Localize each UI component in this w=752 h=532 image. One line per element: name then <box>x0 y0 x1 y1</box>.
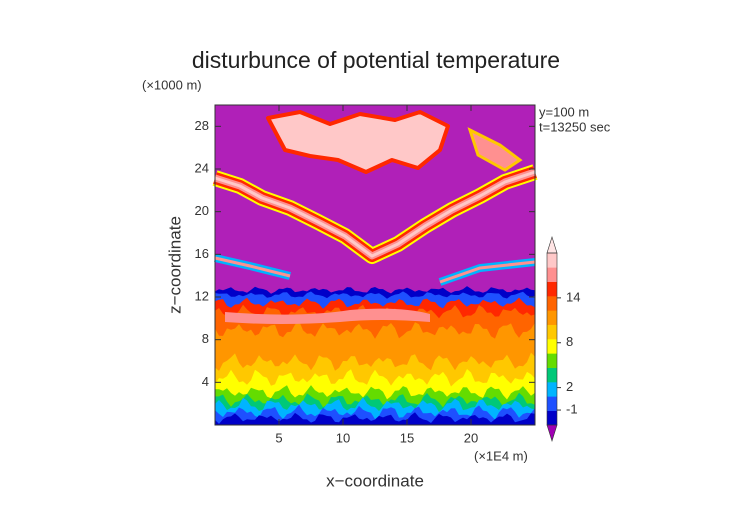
colorbar-tick-label: 2 <box>566 379 573 394</box>
plot-frame <box>214 104 536 426</box>
contour-band <box>215 412 535 425</box>
colorbar-tick-label: 14 <box>566 289 580 304</box>
annotation: t=13250 sec <box>539 119 611 134</box>
x-tick-label: 10 <box>336 430 350 445</box>
contour-field <box>212 104 538 426</box>
colorbar-segment <box>547 367 557 383</box>
colorbar-segment <box>547 382 557 397</box>
y-tick-label: 12 <box>195 288 209 303</box>
colorbar-segment <box>547 324 557 340</box>
colorbar-segment <box>547 396 557 411</box>
x-tick-label: 15 <box>400 430 414 445</box>
x-tick-label: 20 <box>464 430 478 445</box>
x-tick-label: 5 <box>275 430 282 445</box>
colorbar-segment <box>547 353 557 368</box>
warm-streak <box>214 256 291 278</box>
colorbar-under <box>546 424 558 443</box>
warm-cloud <box>266 110 450 174</box>
y-tick-label: 8 <box>202 331 209 346</box>
warm-cloud <box>467 127 523 172</box>
colorbar-tick-label: -1 <box>566 401 578 416</box>
colorbar-segment <box>547 267 557 282</box>
y-unit: (×1000 m) <box>142 77 202 92</box>
y-tick-label: 16 <box>195 246 209 261</box>
x-axis-label: x−coordinate <box>326 471 424 490</box>
colorbar-segment <box>547 310 557 325</box>
warm-layer <box>214 170 536 258</box>
y-tick-label: 20 <box>195 203 209 218</box>
y-tick-label: 28 <box>195 118 209 133</box>
colorbar-tick-label: 8 <box>566 334 573 349</box>
chart-title: disturbunce of potential temperature <box>192 47 560 73</box>
colorbar-segment <box>547 410 557 426</box>
colorbar-segment <box>547 339 557 354</box>
annotation: y=100 m <box>539 104 589 119</box>
colorbar-segment <box>547 296 557 311</box>
colorbar-segment <box>547 253 557 268</box>
warm-streak <box>225 308 430 324</box>
colorbar-segment <box>547 281 557 297</box>
y-tick-label: 24 <box>195 160 209 175</box>
y-axis-label: z−coordinate <box>165 216 184 314</box>
colorbar-frame <box>546 252 558 426</box>
x-unit: (×1E4 m) <box>474 448 528 463</box>
y-tick-label: 4 <box>202 374 209 389</box>
warm-streak <box>439 260 536 284</box>
colorbar-over <box>546 235 558 254</box>
